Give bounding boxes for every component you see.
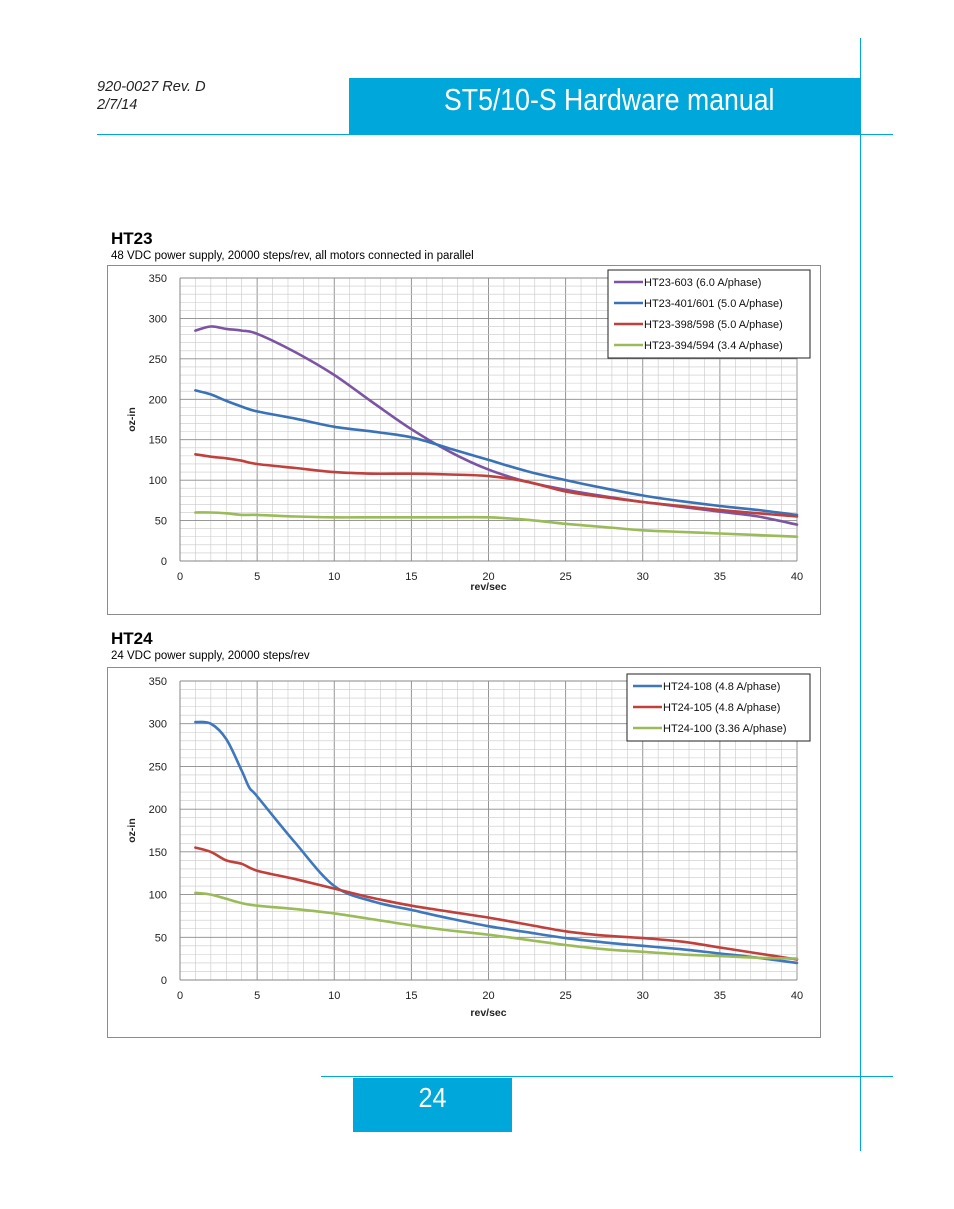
chart-header-ht23: HT23 48 VDC power supply, 20000 steps/re… [111,229,474,263]
x-tick-label: 30 [637,990,649,1002]
y-tick-label: 50 [155,932,167,944]
chart-subtitle: 24 VDC power supply, 20000 steps/rev [111,650,310,662]
chart-subtitle: 48 VDC power supply, 20000 steps/rev, al… [111,250,474,262]
document-date: 2/7/14 [97,97,138,113]
x-tick-label: 15 [405,571,417,583]
x-tick-label: 5 [254,571,260,583]
y-tick-label: 150 [149,435,167,447]
legend-entry: HT23-398/598 (5.0 A/phase) [644,319,783,331]
legend-box [607,269,811,359]
x-tick-label: 10 [328,990,340,1002]
y-tick-label: 250 [149,761,167,773]
y-tick-label: 100 [149,475,167,487]
page-title: ST5/10-S Hardware manual [444,82,775,117]
page-number: 24 [418,1082,447,1113]
y-tick-label: 300 [149,719,167,731]
y-tick-label: 0 [161,975,167,987]
y-tick-label: 0 [161,556,167,568]
y-tick-label: 250 [149,354,167,366]
chart-ht24: 0 5 10 15 20 25 30 35 40 0 50 100 150 200 250 300 350 rev… [107,667,821,1038]
y-tick-label: 100 [149,890,167,902]
series-line-2 [194,389,799,517]
document-meta: 920-0027 Rev. D 2/7/14 [97,78,206,114]
y-tick-label: 350 [149,273,167,285]
x-tick-label: 40 [791,571,803,583]
y-tick-label: 200 [149,804,167,816]
x-tick-label: 35 [714,571,726,583]
x-tick-label: 5 [254,990,260,1002]
x-axis-label: rev/sec [470,581,506,593]
x-tick-label: 10 [328,571,340,583]
x-axis-label: rev/sec [470,1007,506,1019]
x-tick-label: 40 [791,990,803,1002]
y-tick-label: 50 [155,516,167,528]
y-axis-label: oz-in [126,407,138,432]
x-tick-label: 15 [405,990,417,1002]
chart-ht23: 0 5 10 15 20 25 30 35 40 0 50 100 150 200 250 300 350 rev… [107,265,821,615]
legend-entry: HT24-105 (4.8 A/phase) [663,702,780,714]
footer-rule [321,1076,893,1077]
chart-title: HT24 [111,629,153,648]
legend-entry: HT23-603 (6.0 A/phase) [644,277,761,289]
x-tick-label: 20 [482,571,494,583]
page-number-box: 24 [353,1078,512,1132]
y-axis-label: oz-in [126,818,138,843]
chart-title: HT23 [111,229,153,248]
right-margin-rule [860,38,861,1151]
title-banner: ST5/10-S Hardware manual [349,78,860,135]
series-line-3 [194,891,799,960]
header-rule [97,134,893,135]
chart-header-ht24: HT24 24 VDC power supply, 20000 steps/re… [111,629,310,663]
y-tick-label: 300 [149,313,167,325]
series-line-1 [194,720,799,965]
x-tick-label: 20 [482,990,494,1002]
document-number: 920-0027 Rev. D [97,79,206,95]
x-tick-label: 25 [560,990,572,1002]
y-tick-label: 150 [149,847,167,859]
legend-entry: HT23-401/601 (5.0 A/phase) [644,298,783,310]
x-tick-label: 0 [177,571,183,583]
series-line-2 [194,846,799,961]
x-tick-label: 35 [714,990,726,1002]
x-tick-label: 30 [637,571,649,583]
x-tick-label: 25 [560,571,572,583]
y-tick-label: 350 [149,676,167,688]
series-line-3 [194,453,799,518]
series-line-4 [194,511,799,538]
legend-entry: HT24-100 (3.36 A/phase) [663,723,787,735]
y-tick-label: 200 [149,394,167,406]
x-tick-label: 0 [177,990,183,1002]
legend-entry: HT24-108 (4.8 A/phase) [663,681,780,693]
legend-entry: HT23-394/594 (3.4 A/phase) [644,340,783,352]
